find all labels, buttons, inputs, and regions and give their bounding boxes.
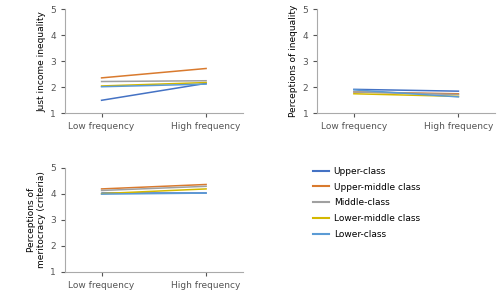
Y-axis label: Perceptions of inequality: Perceptions of inequality [290, 5, 298, 117]
Legend: Upper-class, Upper-middle class, Middle-class, Lower-middle class, Lower-class: Upper-class, Upper-middle class, Middle-… [313, 167, 420, 239]
Y-axis label: Perceptions of
meritocracy (criteria): Perceptions of meritocracy (criteria) [26, 171, 46, 268]
Y-axis label: Just income inequality: Just income inequality [37, 11, 46, 112]
